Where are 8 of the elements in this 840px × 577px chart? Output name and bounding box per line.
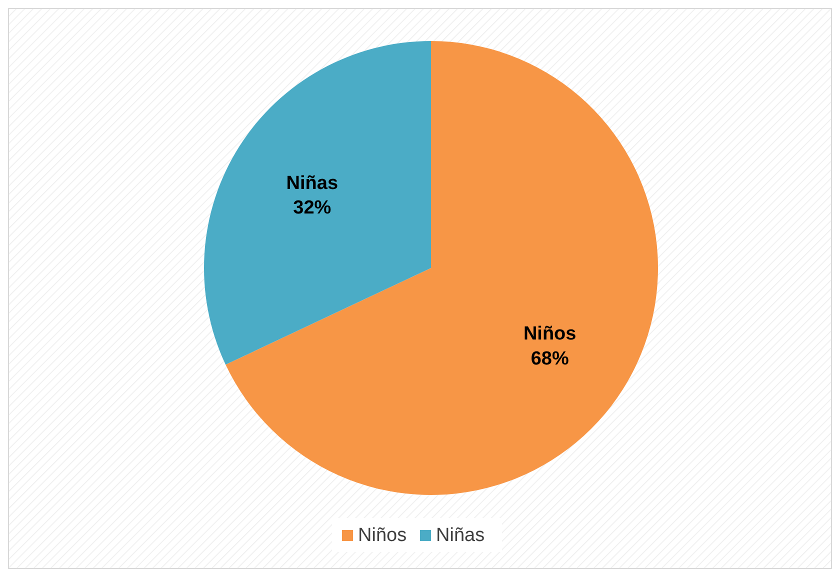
data-label: 32%	[293, 197, 332, 218]
legend-label: Niños	[358, 525, 407, 546]
slice-label: Niñas	[286, 172, 338, 194]
slice-label: Niños	[523, 324, 576, 345]
legend-label: Niñas	[436, 525, 485, 546]
pie-slice	[226, 41, 658, 495]
data-label: 68%	[530, 348, 569, 370]
pie-slice	[204, 41, 431, 365]
